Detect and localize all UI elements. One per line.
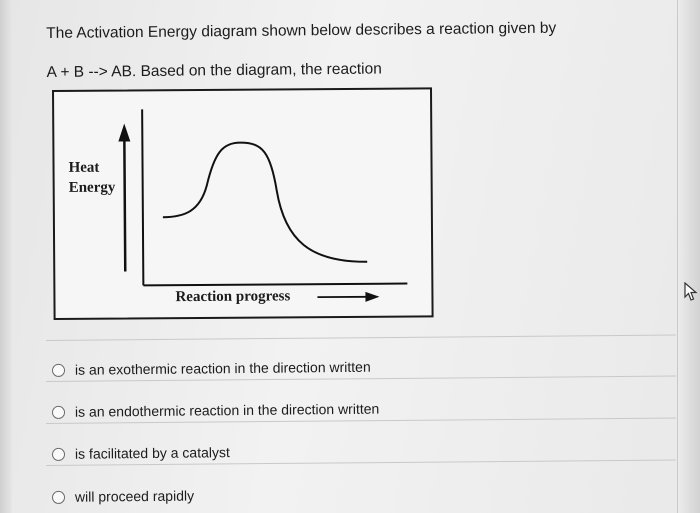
- y-axis-arrow: [123, 137, 127, 272]
- mouse-pointer-icon: [684, 282, 698, 301]
- radio-button[interactable]: [51, 490, 66, 504]
- x-axis-label: Reaction progress: [175, 288, 291, 306]
- page-right-edge: [677, 0, 700, 513]
- page-left-edge: [0, 0, 12, 513]
- radio-button[interactable]: [51, 447, 66, 461]
- radio-button[interactable]: [51, 363, 66, 377]
- divider: [45, 334, 676, 341]
- question-text: The Activation Energy diagram shown belo…: [46, 8, 627, 92]
- x-axis-line: [143, 282, 408, 287]
- radio-button[interactable]: [51, 405, 66, 419]
- diagram-graphics: [118, 109, 408, 302]
- option-label: will proceed rapidly: [74, 487, 195, 505]
- option-endothermic[interactable]: is an endothermic reaction in the direct…: [51, 400, 380, 420]
- option-exothermic[interactable]: is an exothermic reaction in the directi…: [51, 358, 371, 378]
- option-catalyst[interactable]: is facilitated by a catalyst: [51, 444, 230, 462]
- option-label: is an exothermic reaction in the directi…: [74, 358, 371, 378]
- question-line-2: A + B --> AB. Based on the diagram, the …: [46, 60, 382, 81]
- y-axis-label-line-2: Energy: [68, 179, 116, 196]
- y-axis-label-line-1: Heat: [68, 159, 100, 176]
- option-label: is facilitated by a catalyst: [74, 444, 230, 462]
- energy-curve: [162, 141, 368, 263]
- activation-energy-diagram: Heat Energy Reaction progress: [52, 87, 434, 320]
- y-axis-line: [141, 109, 145, 286]
- option-label: is an endothermic reaction in the direct…: [74, 400, 380, 420]
- question-line-1: The Activation Energy diagram shown belo…: [46, 19, 557, 42]
- x-axis-arrowhead: [365, 291, 380, 302]
- option-rapid[interactable]: will proceed rapidly: [51, 487, 195, 505]
- y-axis-arrowhead: [118, 123, 131, 142]
- y-axis-label: Heat Energy: [68, 158, 115, 198]
